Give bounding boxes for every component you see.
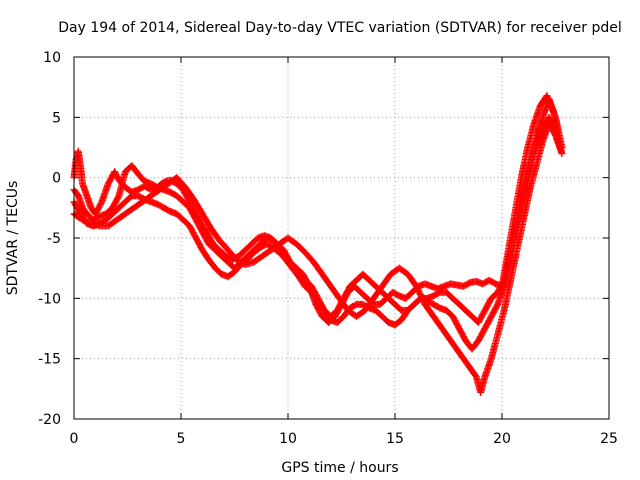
x-tick-label: 15: [386, 431, 404, 447]
chart-title: Day 194 of 2014, Sidereal Day-to-day VTE…: [58, 20, 622, 36]
data-series: [70, 119, 566, 396]
y-tick-label: 0: [52, 171, 61, 187]
data-points: [70, 92, 566, 396]
plot-frame: [73, 56, 610, 420]
y-tick-label: -20: [38, 412, 61, 428]
y-tick-label: -15: [38, 352, 61, 368]
y-tick-label: 10: [43, 50, 61, 66]
y-tick-label: -5: [47, 231, 61, 247]
x-tick-label: 25: [600, 431, 618, 447]
y-tick-label: -10: [38, 291, 61, 307]
x-tick-label: 0: [70, 431, 79, 447]
x-tick-label: 20: [493, 431, 511, 447]
x-axis-label: GPS time / hours: [281, 460, 398, 476]
x-tick-label: 10: [279, 431, 297, 447]
tick-labels: 0 5 10 15 20 25 -20 -15 -10 -5 0 5 10: [38, 50, 618, 447]
x-tick-label: 5: [177, 431, 186, 447]
y-tick-label: 5: [52, 110, 61, 126]
data-point: [558, 150, 566, 158]
y-axis-label: SDTVAR / TECUs: [5, 181, 21, 296]
